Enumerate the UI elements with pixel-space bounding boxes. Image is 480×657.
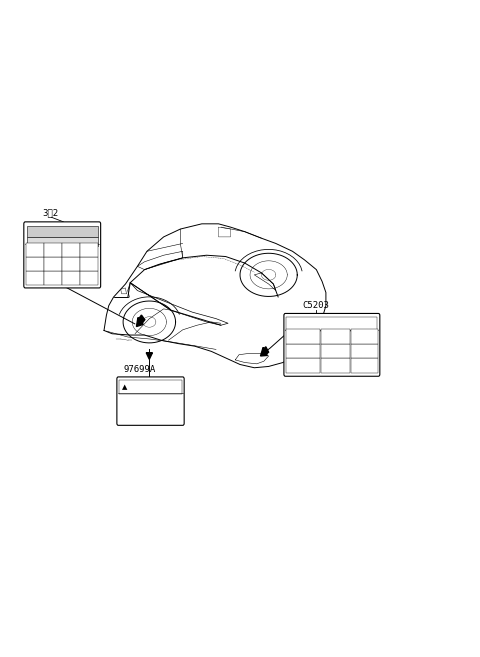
FancyArrow shape bbox=[136, 315, 145, 327]
Bar bbox=[351, 328, 378, 344]
Bar bbox=[26, 271, 44, 284]
FancyBboxPatch shape bbox=[117, 377, 184, 425]
FancyBboxPatch shape bbox=[284, 313, 380, 376]
Text: 97699A: 97699A bbox=[123, 365, 156, 374]
Bar bbox=[286, 344, 320, 358]
FancyBboxPatch shape bbox=[24, 222, 101, 288]
Bar bbox=[62, 243, 80, 257]
Bar bbox=[80, 257, 98, 271]
Text: ▲: ▲ bbox=[122, 384, 127, 390]
Bar bbox=[44, 257, 62, 271]
Bar bbox=[80, 271, 98, 284]
Text: C5203: C5203 bbox=[302, 301, 329, 310]
FancyArrow shape bbox=[261, 347, 269, 356]
Bar bbox=[80, 243, 98, 257]
FancyArrow shape bbox=[146, 353, 153, 359]
Bar bbox=[119, 380, 182, 394]
Bar bbox=[62, 257, 80, 271]
Bar bbox=[286, 317, 377, 331]
Bar bbox=[62, 271, 80, 284]
Bar bbox=[26, 257, 44, 271]
Bar bbox=[351, 344, 378, 358]
Bar bbox=[351, 358, 378, 373]
Bar bbox=[26, 243, 44, 257]
Bar bbox=[27, 237, 98, 246]
Bar bbox=[27, 226, 98, 237]
Text: 3⑄2: 3⑄2 bbox=[42, 208, 58, 217]
Bar bbox=[321, 344, 350, 358]
Bar bbox=[44, 271, 62, 284]
Bar bbox=[44, 243, 62, 257]
Bar bbox=[321, 358, 350, 373]
Bar bbox=[321, 328, 350, 344]
Bar bbox=[286, 358, 320, 373]
Bar bbox=[286, 328, 320, 344]
